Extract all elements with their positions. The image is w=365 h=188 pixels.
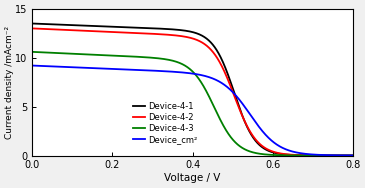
Device_cm² [350, 154, 355, 157]
Device_cm² [177, 71, 182, 73]
Device_cm² [282, 148, 287, 150]
Device-4-1 [341, 154, 345, 157]
Device-4-1 [350, 154, 355, 157]
Device-4-3 [186, 67, 190, 69]
Line: Device-4-3: Device-4-3 [32, 52, 353, 155]
Device-4-1 [282, 153, 287, 156]
Device-4-1 [186, 30, 190, 32]
Line: Device-4-2: Device-4-2 [32, 28, 353, 155]
X-axis label: Voltage / V: Voltage / V [164, 173, 221, 183]
Device-4-2 [341, 154, 345, 157]
Device-4-2 [47, 28, 51, 30]
Line: Device-4-1: Device-4-1 [32, 24, 353, 155]
Device-4-3 [350, 154, 355, 157]
Device-4-3 [47, 52, 51, 54]
Device-4-1 [30, 22, 35, 25]
Device-4-1 [47, 23, 51, 25]
Device_cm² [30, 64, 35, 67]
Device-4-2 [177, 35, 182, 37]
Device-4-2 [282, 153, 287, 155]
Device_cm² [47, 65, 51, 67]
Legend: Device-4-1, Device-4-2, Device-4-3, Device_cm²: Device-4-1, Device-4-2, Device-4-3, Devi… [132, 102, 198, 144]
Device_cm² [341, 154, 345, 157]
Device-4-3 [341, 154, 345, 157]
Device-4-2 [30, 27, 35, 30]
Device-4-3 [30, 51, 35, 53]
Device-4-1 [341, 154, 345, 157]
Device-4-3 [282, 154, 287, 156]
Device-4-3 [177, 62, 182, 64]
Y-axis label: Current density /mAcm⁻²: Current density /mAcm⁻² [5, 26, 14, 139]
Device_cm² [341, 154, 345, 156]
Device-4-2 [350, 154, 355, 157]
Device_cm² [186, 72, 190, 74]
Device-4-2 [341, 154, 345, 157]
Device-4-1 [177, 29, 182, 31]
Line: Device_cm²: Device_cm² [32, 66, 353, 155]
Device-4-3 [341, 154, 345, 157]
Device-4-2 [186, 36, 190, 38]
